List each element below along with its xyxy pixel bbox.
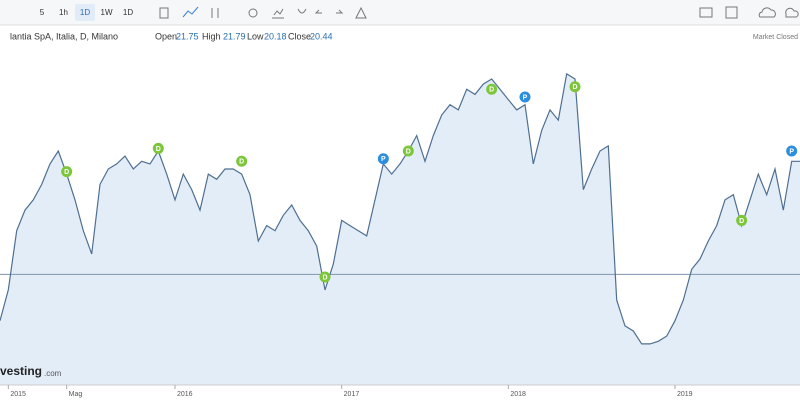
- watermark-suffix: .com: [44, 369, 62, 378]
- x-tick-label: 2019: [677, 391, 693, 398]
- event-marker[interactable]: [236, 155, 248, 167]
- interval-selected: [75, 4, 95, 21]
- event-marker[interactable]: [519, 91, 531, 103]
- icon[interactable]: [211, 8, 219, 18]
- ohlc-label: Close: [288, 31, 311, 41]
- icon[interactable]: [159, 7, 169, 19]
- interval-button[interactable]: 1h: [59, 8, 68, 17]
- icon[interactable]: [699, 7, 713, 18]
- event-label: P: [789, 148, 794, 155]
- icon[interactable]: [758, 7, 799, 18]
- ohlc-label: Open: [155, 31, 177, 41]
- x-tick-label: 2017: [344, 391, 360, 398]
- icon[interactable]: [248, 8, 258, 18]
- event-label: D: [156, 146, 161, 153]
- ohlc-value: 21.79: [223, 31, 246, 41]
- event-label: P: [381, 156, 386, 163]
- ohlc-label: High: [202, 31, 221, 41]
- event-marker[interactable]: [319, 271, 331, 283]
- x-tick-label: 2015: [10, 391, 26, 398]
- event-label: D: [489, 87, 494, 94]
- ohlc-value: 20.44: [310, 31, 333, 41]
- event-marker[interactable]: [61, 166, 73, 178]
- watermark: vesting: [0, 364, 42, 378]
- market-status: Market Closed: [753, 34, 798, 41]
- interval-button[interactable]: 1D: [123, 8, 133, 17]
- ohlc-label: Low: [247, 31, 264, 41]
- event-label: P: [523, 94, 528, 101]
- icon[interactable]: [272, 8, 284, 19]
- event-marker[interactable]: [786, 145, 798, 157]
- area: [0, 73, 800, 386]
- x-tick-label: 2018: [510, 391, 526, 398]
- symbol: lantia SpA, Italia, D, Milano: [10, 31, 118, 41]
- x-tick-label: 2016: [177, 391, 193, 398]
- ohlc-value: 20.18: [264, 31, 287, 41]
- event-marker[interactable]: [569, 81, 581, 93]
- event-marker[interactable]: [377, 153, 389, 165]
- ohlc-value: 21.75: [176, 31, 199, 41]
- icon[interactable]: [182, 6, 199, 18]
- event-label: D: [64, 169, 69, 176]
- event-label: D: [239, 159, 244, 166]
- event-marker[interactable]: [402, 145, 414, 157]
- event-label: D: [572, 84, 577, 91]
- interval-button[interactable]: 1W: [101, 8, 113, 17]
- event-label: D: [322, 274, 327, 281]
- icon[interactable]: [725, 6, 738, 19]
- event-marker[interactable]: [736, 214, 748, 226]
- x-tick-label: Mag: [69, 391, 83, 398]
- event-label: D: [739, 218, 744, 225]
- interval-button[interactable]: 1D: [80, 8, 90, 17]
- icon[interactable]: [297, 6, 367, 19]
- interval-button[interactable]: 5: [40, 8, 45, 17]
- toolbar: [0, 0, 800, 25]
- price-line: [0, 72, 800, 345]
- event-marker[interactable]: [152, 142, 164, 154]
- event-marker[interactable]: [486, 83, 498, 95]
- toolbar-icons: [159, 6, 799, 19]
- event-label: D: [406, 148, 411, 155]
